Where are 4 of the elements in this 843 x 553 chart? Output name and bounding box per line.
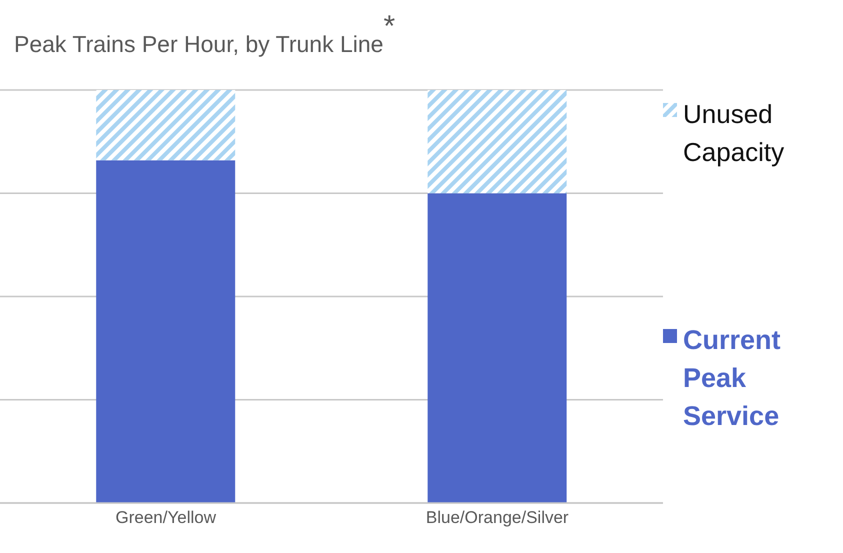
- x-tick-label: Green/Yellow: [116, 508, 217, 528]
- legend-label: Current Peak Service: [683, 324, 782, 433]
- legend-label: Unused Capacity: [683, 98, 786, 169]
- x-tick-label: Blue/Orange/Silver: [426, 508, 569, 528]
